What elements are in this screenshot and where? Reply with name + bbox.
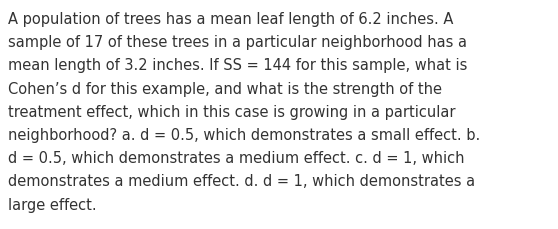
Text: A population of trees has a mean leaf length of 6.2 inches. A: A population of trees has a mean leaf le…: [8, 12, 453, 27]
Text: treatment effect, which in this case is growing in a particular: treatment effect, which in this case is …: [8, 104, 455, 119]
Text: demonstrates a medium effect. d. d = 1, which demonstrates a: demonstrates a medium effect. d. d = 1, …: [8, 174, 475, 188]
Text: large effect.: large effect.: [8, 197, 97, 212]
Text: sample of 17 of these trees in a particular neighborhood has a: sample of 17 of these trees in a particu…: [8, 35, 467, 50]
Text: mean length of 3.2 inches. If SS = 144 for this sample, what is: mean length of 3.2 inches. If SS = 144 f…: [8, 58, 468, 73]
Text: d = 0.5, which demonstrates a medium effect. c. d = 1, which: d = 0.5, which demonstrates a medium eff…: [8, 150, 464, 166]
Text: neighborhood? a. d = 0.5, which demonstrates a small effect. b.: neighborhood? a. d = 0.5, which demonstr…: [8, 128, 480, 142]
Text: Cohen’s d for this example, and what is the strength of the: Cohen’s d for this example, and what is …: [8, 81, 442, 96]
